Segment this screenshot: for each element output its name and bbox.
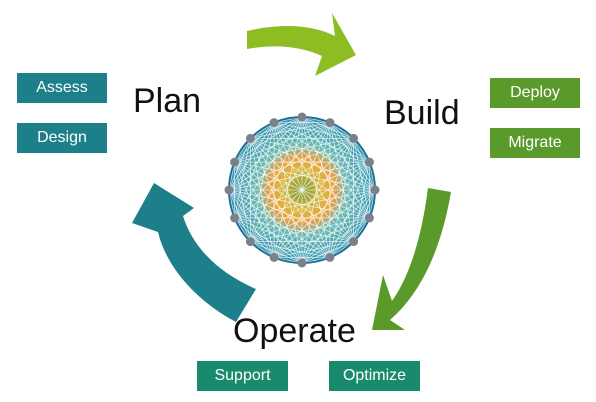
hub-node xyxy=(230,213,240,223)
hub-chord-line xyxy=(329,189,376,258)
hub-chord-line xyxy=(250,241,303,264)
hub-chord-line xyxy=(274,122,354,139)
hub-chord-line xyxy=(234,161,354,242)
hub-chord-line xyxy=(250,241,330,258)
hub-chord-line xyxy=(273,122,370,163)
hub-node xyxy=(230,157,240,167)
hub-chord-line xyxy=(234,161,376,191)
hub-chord-line xyxy=(228,189,370,219)
hub-chord-line xyxy=(250,138,376,191)
hub-chord-line xyxy=(234,161,275,258)
hub-chord-line xyxy=(228,189,275,258)
hub-chord-line xyxy=(234,122,275,219)
hub-node xyxy=(370,185,380,195)
right-cycle-arrow xyxy=(372,188,451,330)
assess-task-box: Assess xyxy=(17,73,107,103)
hub-node xyxy=(245,133,255,143)
hub-chord-line xyxy=(353,162,370,242)
hub-chord-line xyxy=(274,241,354,258)
hub-node xyxy=(269,252,279,262)
hub-node xyxy=(349,133,359,143)
hub-chord-line xyxy=(301,116,331,258)
optimize-task-box: Optimize xyxy=(329,361,420,391)
hub-chord-line xyxy=(228,161,370,191)
hub-chord-line xyxy=(250,122,330,139)
hub-chord-line xyxy=(273,122,376,191)
hub-node xyxy=(224,185,234,195)
hub-chord-line xyxy=(250,161,370,242)
hub-chord-line xyxy=(329,122,376,191)
plan-phase-label: Plan xyxy=(133,82,202,120)
hub-node xyxy=(325,252,335,262)
hub-chord-line xyxy=(273,122,354,242)
hub-node xyxy=(325,118,335,128)
hub-chord-line xyxy=(234,161,303,264)
hub-chord-line xyxy=(228,189,251,242)
hub-chord-line xyxy=(228,122,275,191)
hub-chord-line xyxy=(301,217,370,264)
hub-chord-line xyxy=(234,138,251,218)
hub-chord-line xyxy=(273,122,370,219)
hub-node xyxy=(269,118,279,128)
network-hub-graphic xyxy=(224,112,380,268)
hub-chord-line xyxy=(228,189,331,258)
hub-chord-line xyxy=(234,138,354,219)
hub-chord-line xyxy=(250,138,275,258)
migrate-task-box: Migrate xyxy=(490,128,580,158)
hub-chord-line xyxy=(234,162,251,242)
hub-chord-line xyxy=(301,116,370,163)
hub-node xyxy=(364,213,374,223)
hub-chord-line xyxy=(234,217,275,258)
hub-chord-line xyxy=(234,217,303,264)
hub-chord-line xyxy=(234,122,275,163)
hub-node xyxy=(245,237,255,247)
build-phase-label: Build xyxy=(384,94,460,132)
left-cycle-arrow xyxy=(132,183,256,322)
hub-chord-line xyxy=(250,138,331,258)
hub-node xyxy=(364,157,374,167)
hub-chord-line xyxy=(273,116,303,258)
hub-chord-line xyxy=(228,138,251,191)
deploy-task-box: Deploy xyxy=(490,78,580,108)
hub-chord-line xyxy=(273,122,331,258)
hub-chord-line xyxy=(234,116,303,163)
top-cycle-arrow xyxy=(247,13,356,76)
design-task-box: Design xyxy=(17,123,107,153)
hub-chord-line xyxy=(250,138,370,219)
hub-chord-line xyxy=(250,122,275,242)
operate-phase-label: Operate xyxy=(233,312,356,350)
hub-chord-line xyxy=(301,122,331,264)
hub-chord-line xyxy=(353,138,370,218)
hub-node xyxy=(297,112,307,122)
hub-chord-line xyxy=(250,122,331,242)
hub-chord-line xyxy=(234,189,376,219)
hub-node xyxy=(349,237,359,247)
hub-chord-line xyxy=(273,122,303,264)
hub-node xyxy=(297,258,307,268)
support-task-box: Support xyxy=(197,361,288,391)
hub-chord-line xyxy=(273,138,354,258)
